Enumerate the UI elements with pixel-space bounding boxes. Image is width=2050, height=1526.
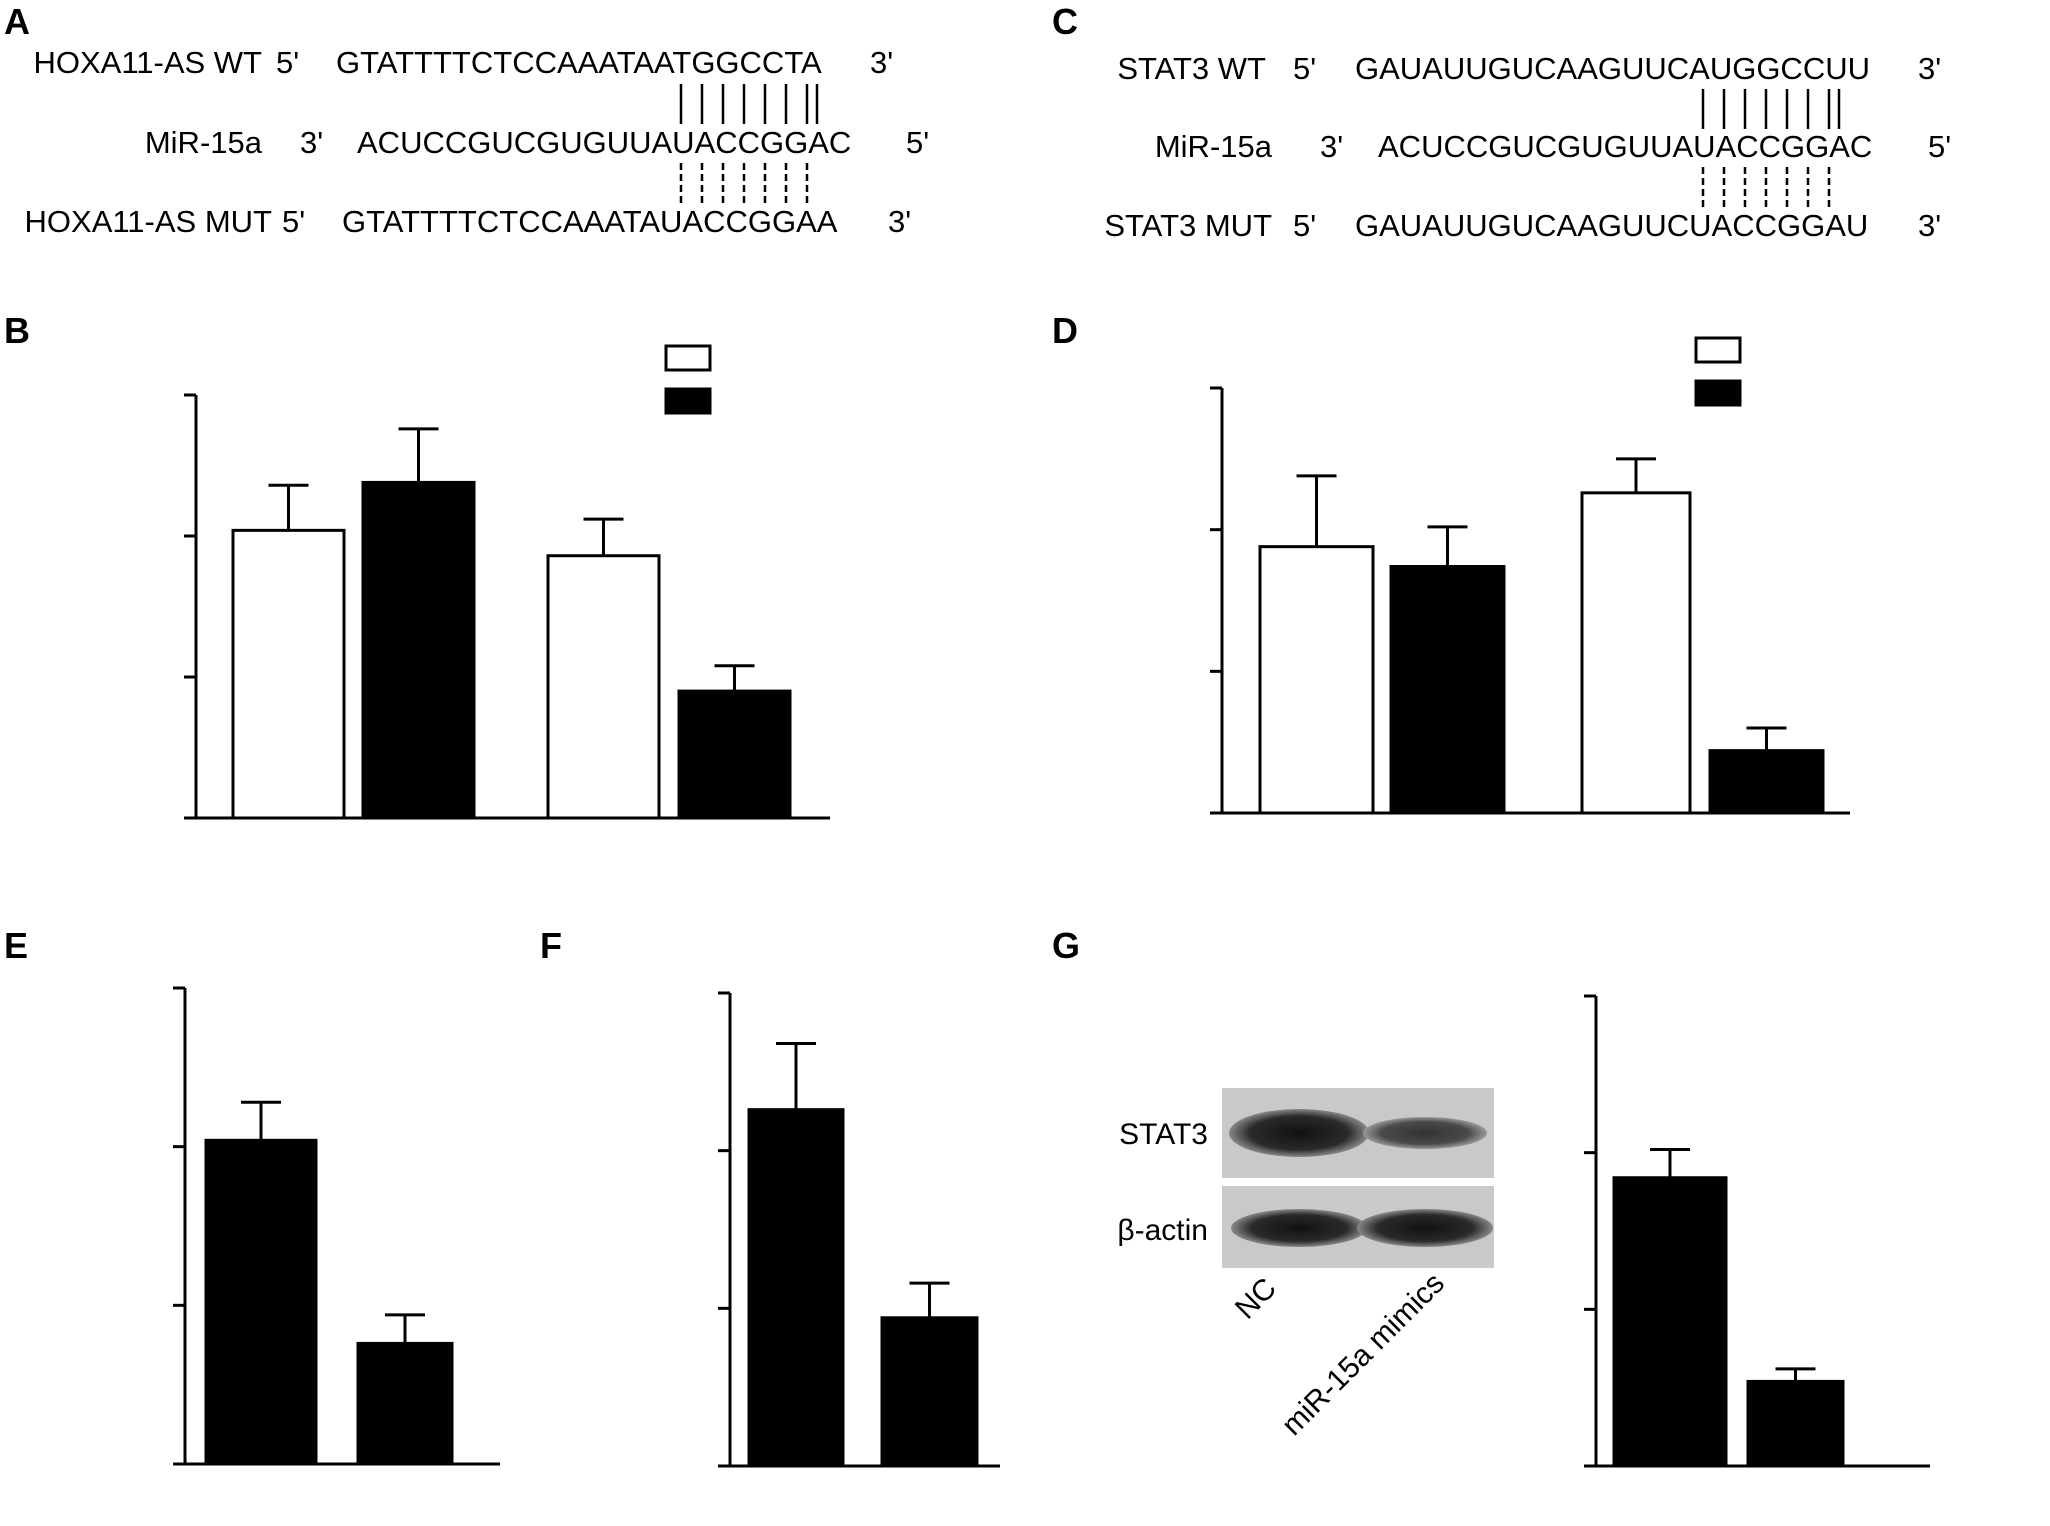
chart-f	[718, 991, 1000, 1468]
chart-e	[173, 986, 500, 1466]
seq-c-wt-pairing-lines	[1701, 89, 1841, 129]
blot-band-actin-mimics	[1357, 1209, 1493, 1247]
chart-b	[184, 344, 830, 820]
blot-band-actin-nc	[1231, 1209, 1367, 1247]
seq-c-mut-pairing-lines	[1701, 167, 1831, 207]
panel-label-b: B	[4, 310, 30, 351]
panel-label-c: C	[1052, 1, 1078, 42]
seq-c-wt-end5: 5'	[1293, 51, 1316, 86]
seq-c-wt-end3: 3'	[1918, 51, 1941, 86]
seq-c-mut-seq: GAUAUUGUCAAGUUCUACCGGAU	[1355, 208, 1868, 243]
chart-d-bar	[1708, 749, 1825, 815]
seq-a-wt-pairing-lines	[679, 84, 819, 124]
chart-d-bar	[1258, 545, 1375, 815]
seq-a-mut-end3: 3'	[888, 204, 911, 239]
chart-g-bar	[1612, 1176, 1728, 1468]
chart-d	[1210, 336, 1850, 815]
chart-g	[1584, 994, 1930, 1468]
chart-b-bar	[231, 528, 346, 820]
seq-a-mut-seq: GTATTTTCTCCAAATAUACCGGAA	[342, 204, 838, 239]
chart-b-bar	[546, 554, 661, 820]
chart-f-bar	[747, 1108, 845, 1468]
chart-d-bar	[1580, 491, 1692, 815]
seq-c-mir-end5: 3'	[1320, 129, 1343, 164]
seq-c-mir-name: MiR-15a	[1155, 129, 1273, 164]
chart-d-legend-swatch	[1694, 336, 1742, 364]
western-blot: STAT3 β-actin NC miR-15a mimics	[1117, 1088, 1494, 1442]
blot-band-stat3-nc	[1229, 1109, 1369, 1157]
seq-a-mir-name: MiR-15a	[145, 125, 263, 160]
chart-d-bar	[1389, 565, 1506, 815]
seq-a-mir-end3: 5'	[906, 125, 929, 160]
panel-label-e: E	[4, 925, 28, 966]
seq-a-wt-end3: 3'	[870, 45, 893, 80]
seq-c-mir-end3: 5'	[1928, 129, 1951, 164]
chart-b-legend-swatch	[664, 387, 712, 415]
blot-row-label-actin: β-actin	[1117, 1214, 1208, 1247]
seq-c-wt-seq: GAUAUUGUCAAGUUCAUGGCCUU	[1355, 51, 1870, 86]
chart-b-bar	[361, 480, 476, 820]
blot-lane-label-nc: NC	[1229, 1272, 1283, 1326]
chart-f-bar	[880, 1316, 979, 1468]
panel-label-f: F	[540, 925, 562, 966]
seq-c-mut-end3: 3'	[1918, 208, 1941, 243]
seq-c-mut-name: STAT3 MUT	[1104, 208, 1272, 243]
blot-lane-label-mimics: miR-15a mimics	[1276, 1267, 1451, 1442]
seq-c-mir-seq: ACUCCGUCGUGUUAUACCGGAC	[1378, 129, 1872, 164]
chart-b-legend-swatch	[664, 344, 712, 372]
seq-a-mut-name: HOXA11-AS MUT	[25, 204, 273, 239]
seq-a-mut-pairing-lines	[679, 163, 809, 203]
seq-c-wt-name: STAT3 WT	[1117, 51, 1266, 86]
seq-a-wt-name: HOXA11-AS WT	[33, 45, 262, 80]
chart-e-bar	[356, 1341, 454, 1466]
panel-label-a: A	[4, 1, 30, 42]
sequence-alignment-a: HOXA11-AS WT 5' GTATTTTCTCCAAATAATGGCCTA…	[25, 45, 930, 239]
chart-e-bar	[204, 1138, 318, 1466]
seq-a-mir-seq: ACUCCGUCGUGUUAUACCGGAC	[357, 125, 851, 160]
blot-band-stat3-mimics	[1363, 1117, 1487, 1149]
chart-b-bar	[677, 689, 792, 820]
seq-a-wt-seq: GTATTTTCTCCAAATAATGGCCTA	[336, 45, 822, 80]
panel-label-d: D	[1052, 310, 1078, 351]
sequence-alignment-c: STAT3 WT 5' GAUAUUGUCAAGUUCAUGGCCUU 3' M…	[1104, 51, 1951, 243]
panel-label-g: G	[1052, 925, 1080, 966]
blot-row-label-stat3: STAT3	[1119, 1118, 1208, 1151]
seq-a-mir-end5: 3'	[300, 125, 323, 160]
seq-a-wt-end5: 5'	[276, 45, 299, 80]
seq-c-mut-end5: 5'	[1293, 208, 1316, 243]
seq-a-mut-end5: 5'	[282, 204, 305, 239]
chart-d-legend-swatch	[1694, 379, 1742, 407]
chart-g-bar	[1746, 1379, 1845, 1468]
